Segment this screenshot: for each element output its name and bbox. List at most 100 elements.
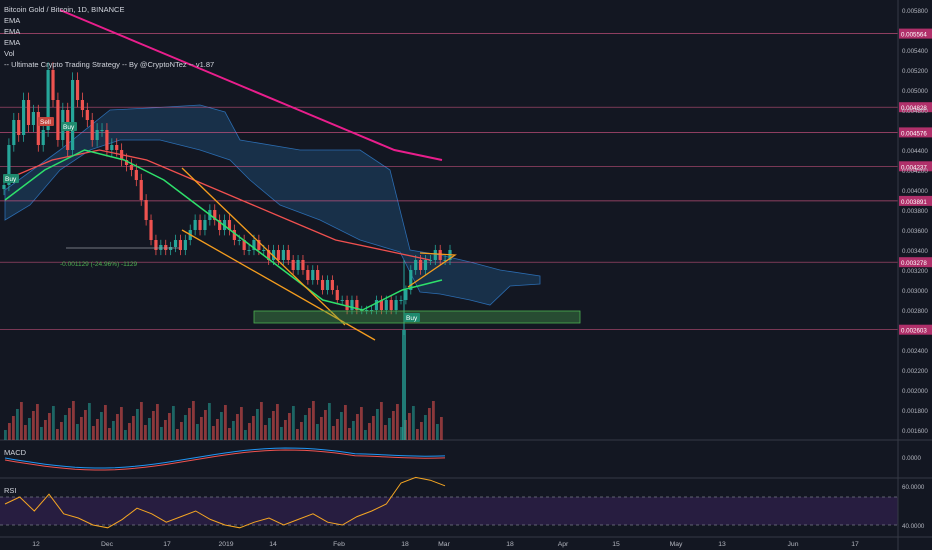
candle	[267, 250, 271, 260]
legend-strategy[interactable]: -- Ultimate Crypto Trading Strategy -- B…	[4, 60, 215, 69]
candle	[301, 260, 305, 270]
candle	[169, 247, 173, 250]
rsi-band	[0, 497, 898, 525]
candle	[311, 270, 315, 280]
volume-bar	[292, 406, 295, 440]
x-tick-label: 17	[851, 541, 859, 548]
legend-ema-2[interactable]: EMA	[4, 27, 21, 36]
volume-bar	[380, 402, 383, 440]
volume-bar	[364, 430, 367, 440]
candle	[154, 240, 158, 250]
chart-title: Bitcoin Gold / Bitcoin, 1D, BINANCE	[4, 5, 125, 14]
candle	[7, 145, 11, 185]
level-tag-label: 0.004576	[901, 130, 927, 137]
legend-ema-1[interactable]: EMA	[4, 16, 21, 25]
volume-bar	[348, 428, 351, 440]
candle	[242, 240, 246, 250]
volume-bar	[384, 425, 387, 440]
volume-bar	[84, 410, 87, 440]
x-tick-label: 2019	[218, 541, 233, 548]
volume-bar	[360, 407, 363, 440]
candle	[95, 130, 99, 140]
volume-bar	[188, 408, 191, 440]
volume-bar	[68, 408, 71, 440]
candle	[232, 230, 236, 240]
candle	[36, 112, 40, 145]
volume-bar	[424, 415, 427, 440]
candle	[350, 300, 354, 310]
candle	[384, 300, 388, 310]
ichimoku-cloud	[4, 104, 541, 306]
volume-bar	[376, 409, 379, 440]
x-tick-label: 14	[269, 541, 277, 548]
level-tag	[899, 161, 932, 172]
candle	[71, 80, 75, 150]
price-axis: 0.005564 0.004828 0.004576 0.004237 0.003891…	[897, 0, 932, 550]
candle	[115, 145, 119, 150]
x-tick-label: 17	[163, 541, 171, 548]
volume-bar	[24, 425, 27, 440]
volume-bar	[132, 416, 135, 440]
volume-bar	[220, 412, 223, 440]
volume-bar	[276, 404, 279, 440]
volume-bar	[416, 429, 419, 440]
x-tick-label: 18	[401, 541, 409, 548]
volume-bar	[304, 415, 307, 440]
volume-spike	[402, 330, 406, 440]
volume-bar	[80, 417, 83, 440]
y-tick-label: 0.005800	[902, 8, 928, 15]
volume-bar	[4, 430, 7, 440]
volume-bar	[388, 418, 391, 440]
candle	[85, 110, 89, 120]
volume-bar	[252, 416, 255, 440]
level-tag	[899, 102, 932, 113]
level-tag	[899, 324, 932, 335]
candle	[134, 170, 138, 180]
volume-bar	[300, 422, 303, 440]
candle	[404, 290, 408, 300]
candle	[159, 245, 163, 250]
candle	[100, 130, 104, 131]
volume-bar	[52, 406, 55, 440]
candle	[173, 240, 178, 247]
candle	[355, 300, 359, 310]
candle	[281, 250, 285, 260]
legend-vol[interactable]: Vol	[4, 49, 15, 58]
candle	[340, 300, 344, 301]
candle	[26, 100, 31, 125]
channel-upper	[181, 167, 346, 326]
volume-bar	[76, 424, 79, 440]
y-tick-label: 0.004400	[902, 148, 928, 155]
volume-bar	[192, 401, 195, 440]
rsi-pane	[0, 476, 898, 529]
candle	[428, 260, 432, 261]
volume-bar	[144, 425, 147, 440]
candle	[335, 290, 339, 300]
volume-bar	[156, 404, 159, 440]
candle	[399, 300, 403, 301]
volume-bar	[392, 411, 395, 440]
volume-bar	[72, 401, 75, 440]
candle	[257, 240, 261, 250]
candle	[213, 210, 217, 220]
volume-bar	[56, 429, 59, 440]
volume-bar	[428, 408, 431, 440]
y-tick-label: 0.004000	[902, 188, 928, 195]
volume-bar	[260, 402, 263, 440]
y-tick-label: 0.003200	[902, 268, 928, 275]
legend-ema-3[interactable]: EMA	[4, 38, 21, 47]
volume-bar	[284, 420, 287, 440]
volume-bar	[396, 404, 399, 440]
level-tag	[899, 257, 932, 268]
candle	[31, 112, 36, 125]
volume-bar	[264, 425, 267, 440]
level-tag	[899, 195, 932, 206]
volume-bar	[272, 411, 275, 440]
candle	[291, 260, 295, 270]
volume-bar	[184, 415, 187, 440]
volume-bar	[16, 409, 19, 440]
candle	[110, 145, 114, 150]
volume-bar	[340, 412, 343, 440]
candle	[178, 240, 183, 250]
volume-bar	[180, 422, 183, 440]
